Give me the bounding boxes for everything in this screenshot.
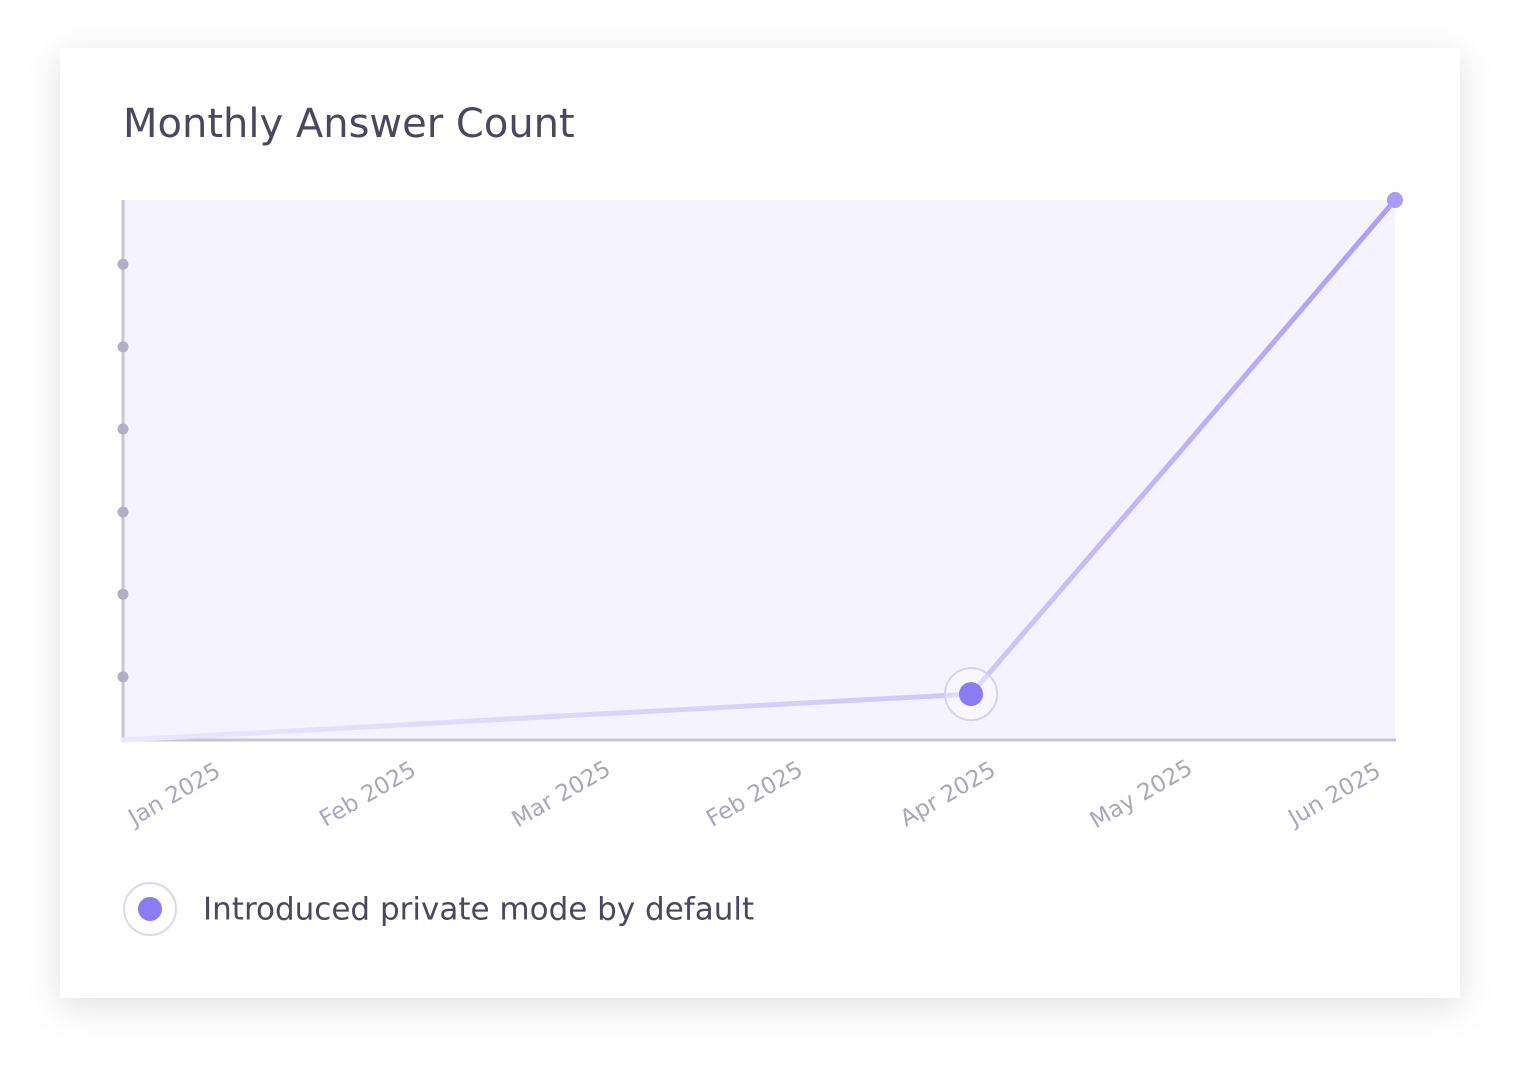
y-tick-mark <box>117 588 129 600</box>
line <box>120 197 1398 743</box>
y-tick-mark <box>117 506 129 518</box>
y-tick-mark <box>117 423 129 435</box>
chart-title: Monthly Answer Count <box>123 101 575 147</box>
plot-area <box>123 200 1395 740</box>
legend-marker <box>138 897 162 921</box>
y-tick-mark <box>117 671 129 683</box>
y-tick-mark <box>117 341 129 353</box>
end-point <box>1387 192 1403 208</box>
y-tick-mark <box>117 258 129 270</box>
annotation-label: Introduced private mode by default <box>203 892 754 928</box>
annotation-point <box>959 682 983 707</box>
